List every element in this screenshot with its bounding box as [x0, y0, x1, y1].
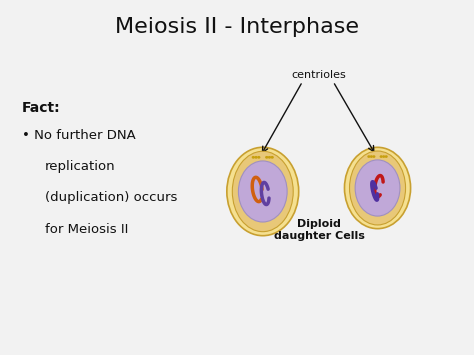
Text: Diploid
daughter Cells: Diploid daughter Cells — [273, 219, 365, 241]
Text: (duplication) occurs: (duplication) occurs — [45, 191, 177, 204]
Circle shape — [368, 156, 370, 157]
Text: Meiosis II - Interphase: Meiosis II - Interphase — [115, 17, 359, 37]
Circle shape — [258, 157, 260, 158]
Circle shape — [269, 157, 270, 158]
Circle shape — [383, 156, 384, 157]
Text: replication: replication — [45, 160, 116, 173]
Circle shape — [255, 157, 257, 158]
Circle shape — [380, 156, 382, 157]
Text: • No further DNA: • No further DNA — [21, 129, 135, 142]
Ellipse shape — [227, 147, 299, 236]
Ellipse shape — [355, 160, 400, 216]
Circle shape — [271, 157, 273, 158]
Text: for Meiosis II: for Meiosis II — [45, 223, 128, 236]
Circle shape — [266, 157, 268, 158]
Circle shape — [373, 156, 375, 157]
Circle shape — [371, 156, 372, 157]
Circle shape — [385, 156, 387, 157]
Ellipse shape — [345, 147, 410, 229]
Circle shape — [253, 157, 254, 158]
Ellipse shape — [238, 161, 287, 222]
Text: centrioles: centrioles — [292, 70, 346, 80]
Text: Fact:: Fact: — [21, 100, 60, 115]
Ellipse shape — [232, 151, 293, 232]
Ellipse shape — [349, 151, 406, 225]
